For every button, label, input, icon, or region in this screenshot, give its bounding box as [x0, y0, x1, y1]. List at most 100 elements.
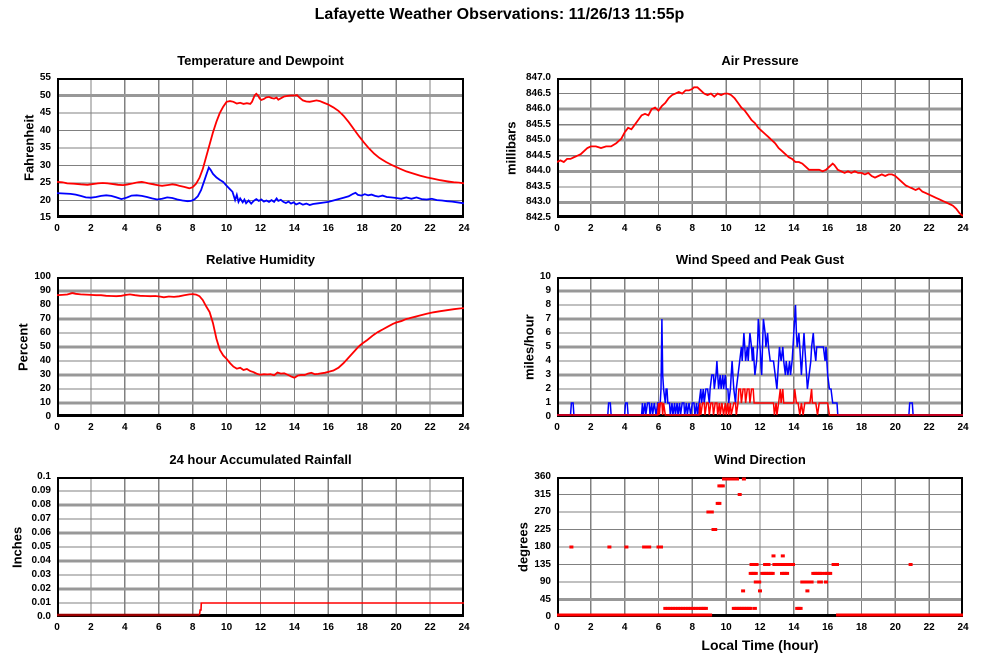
humidity-ytick-50: 50 — [39, 341, 51, 352]
temperature-line — [57, 92, 464, 190]
pressure-ytick-845.0: 845.0 — [525, 134, 551, 146]
wind-direction-dot — [791, 563, 795, 566]
wind-direction-dot — [703, 606, 708, 610]
temperature-ytick-15: 15 — [39, 212, 51, 223]
wind-direction-xtick-16: 16 — [822, 622, 834, 633]
wind-speed-xtick-12: 12 — [754, 422, 766, 433]
wind-direction-dot — [720, 484, 725, 488]
rainfall-xtick-0: 0 — [54, 622, 60, 633]
temperature-xtick-10: 10 — [221, 223, 233, 234]
wind-direction-dot — [624, 545, 629, 549]
rainfall-xtick-2: 2 — [88, 622, 94, 633]
wind-direction-dot — [685, 613, 690, 617]
temperature-ytick-25: 25 — [39, 177, 51, 188]
wind-direction-dot — [670, 606, 675, 610]
wind-direction-dot — [677, 613, 682, 617]
wind-direction-xtick-20: 20 — [889, 622, 901, 633]
rainfall-xtick-4: 4 — [122, 622, 128, 633]
temperature-xtick-12: 12 — [254, 223, 267, 234]
pressure-ytick-844.5: 844.5 — [525, 149, 551, 161]
temperature-xtick-6: 6 — [155, 223, 162, 234]
wind-speed-ytick-10: 10 — [539, 271, 551, 282]
wind-speed-ytick-0: 0 — [545, 411, 551, 422]
wind-direction-xtick-4: 4 — [621, 622, 628, 633]
humidity-xtick-6: 6 — [155, 422, 162, 433]
wind-direction-dot — [741, 589, 746, 593]
wind-speed-ytick-9: 9 — [545, 285, 551, 296]
wind-direction-dot — [771, 554, 776, 558]
wind-direction-dot — [809, 580, 814, 584]
temperature-ytick-20: 20 — [39, 194, 51, 206]
humidity-chart-title: Relative Humidity — [205, 252, 316, 267]
wind-speed-ytick-2: 2 — [545, 383, 551, 394]
wind-direction-dot — [656, 545, 661, 549]
wind-direction-dot — [780, 554, 785, 558]
humidity-xtick-12: 12 — [254, 422, 267, 433]
temperature-xtick-8: 8 — [189, 223, 196, 234]
wind-direction-dot — [682, 613, 687, 617]
wind-speed-ytick-3: 3 — [545, 369, 551, 380]
humidity-xtick-2: 2 — [88, 422, 94, 433]
wind-direction-xtick-10: 10 — [720, 622, 732, 633]
wind-speed-xtick-0: 0 — [554, 422, 560, 433]
humidity-ytick-40: 40 — [39, 355, 51, 366]
pressure-xtick-2: 2 — [588, 223, 594, 234]
wind-direction-dot — [748, 606, 753, 610]
pressure-xtick-24: 24 — [957, 223, 969, 234]
pressure-xtick-0: 0 — [554, 223, 560, 234]
wind-speed-xtick-16: 16 — [822, 422, 834, 433]
wind-speed-plot — [557, 277, 963, 417]
temperature-xtick-18: 18 — [356, 223, 368, 234]
wind-direction-ytick-90: 90 — [539, 576, 551, 587]
wind-direction-dot — [709, 510, 714, 514]
pressure-ytick-846.0: 846.0 — [525, 103, 551, 115]
rainfall-ytick-0.09: 0.09 — [31, 485, 51, 496]
rainfall-ytick-0.0: 0.0 — [37, 611, 51, 622]
wind-direction-xtick-0: 0 — [554, 622, 560, 633]
wind-direction-dot — [675, 613, 680, 617]
humidity-xtick-14: 14 — [288, 422, 300, 433]
wind-direction-dot — [680, 613, 685, 617]
humidity-ytick-100: 100 — [34, 271, 51, 282]
dewpoint-line — [57, 165, 464, 206]
rainfall-xtick-8: 8 — [189, 622, 196, 633]
wind-speed-ytick-7: 7 — [545, 313, 551, 324]
humidity-ytick-70: 70 — [39, 313, 51, 324]
wind-direction-dot — [659, 545, 663, 549]
peak-gust-line — [557, 304, 963, 416]
temperature-xtick-0: 0 — [54, 223, 60, 234]
pressure-ytick-845.5: 845.5 — [525, 118, 551, 130]
wind-speed-ytick-1: 1 — [545, 397, 551, 408]
wind-direction-dot — [908, 563, 913, 566]
pressure-xtick-14: 14 — [788, 223, 800, 234]
wind-direction-dot — [766, 563, 771, 566]
pressure-plot — [557, 78, 963, 218]
rainfall-ytick-0.02: 0.02 — [31, 583, 51, 594]
rainfall-ytick-0.1: 0.1 — [37, 471, 51, 482]
wind-direction-dot — [672, 613, 677, 617]
wind-direction-dot — [676, 606, 680, 610]
pressure-xtick-22: 22 — [923, 223, 935, 234]
wind-direction-dot — [824, 580, 828, 584]
temperature-ytick-50: 50 — [39, 89, 51, 101]
pressure-ytick-844.0: 844.0 — [525, 165, 551, 177]
wind-direction-xtick-2: 2 — [588, 622, 594, 633]
wind-direction-dot — [757, 580, 762, 584]
pressure-xtick-20: 20 — [889, 223, 901, 234]
rainfall-ytick-0.07: 0.07 — [31, 513, 51, 524]
wind-speed-xtick-24: 24 — [957, 422, 969, 433]
wind-direction-xtick-24: 24 — [957, 622, 969, 633]
wind-direction-ytick-135: 135 — [534, 558, 551, 570]
wind-direction-dot — [785, 571, 790, 575]
wind-speed-xtick-22: 22 — [923, 422, 935, 433]
humidity-xtick-24: 24 — [458, 422, 470, 433]
wind-direction-dot — [770, 571, 775, 575]
wind-direction-dot — [717, 501, 722, 505]
wind-speed-xtick-4: 4 — [621, 422, 628, 433]
wind-direction-dot — [805, 589, 810, 593]
wind-direction-dot — [798, 606, 803, 610]
humidity-xtick-8: 8 — [189, 422, 196, 433]
wind-direction-dot — [828, 571, 833, 575]
rainfall-ytick-0.08: 0.08 — [31, 499, 51, 510]
